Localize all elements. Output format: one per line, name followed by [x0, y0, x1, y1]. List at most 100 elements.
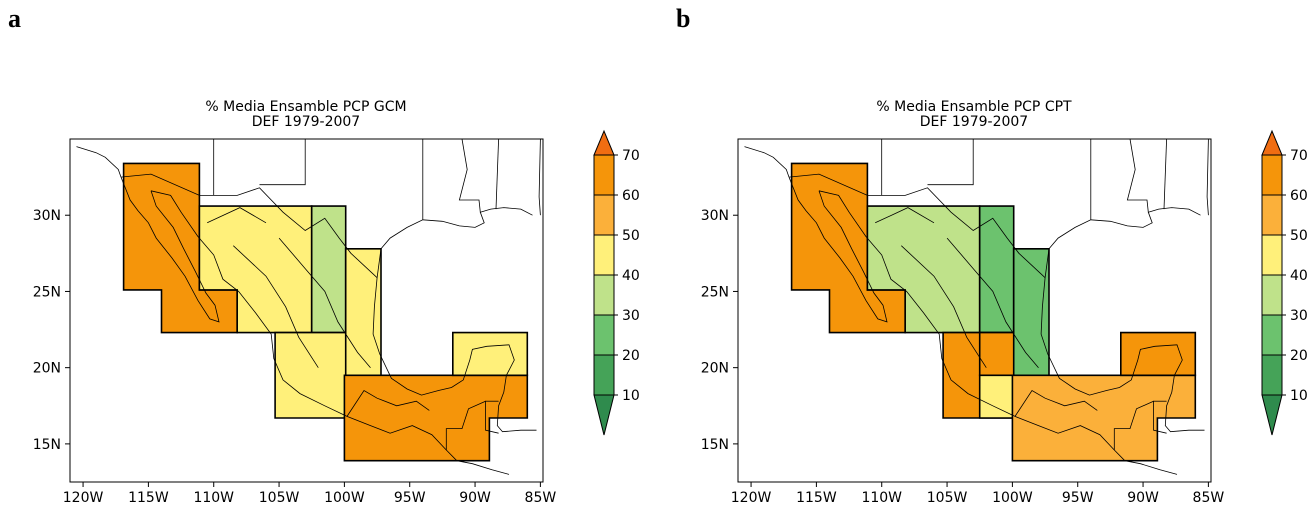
map-chart-b: % Media Ensamble PCP CPT DEF 1979-2007 1… [701, 99, 1308, 506]
coastline [927, 139, 974, 186]
map-chart-a: % Media Ensamble PCP GCM DEF 1979-2007 1… [33, 99, 640, 506]
coastline [946, 237, 1039, 368]
colorbar: 10 20 30 40 50 60 70 [593, 129, 640, 436]
colorbar-label: 40 [622, 268, 640, 284]
x-tick-label: 115W [128, 490, 169, 506]
x-tick-label: 110W [193, 490, 234, 506]
x-tick-label: 90W [459, 490, 491, 506]
region-cell [1119, 331, 1197, 377]
x-tick-label: 105W [259, 490, 300, 506]
axis-ticks: 120W 115W 110W 105W 100W 95W 90W 85W 15N 20N 25N 30… [701, 208, 1225, 506]
colorbar-max-triangle [1261, 129, 1283, 156]
chart-title-line1: % Media Ensamble PCP CPT [876, 99, 1072, 115]
chart-title-line2: DEF 1979-2007 [920, 114, 1028, 130]
colorbar-label: 10 [1290, 388, 1308, 404]
coastline [1163, 138, 1167, 210]
colorbar-label: 60 [1290, 188, 1308, 204]
coastline [1206, 138, 1209, 216]
x-tick-label: 95W [394, 490, 426, 506]
colorbar-max-triangle [593, 129, 615, 156]
coastline [233, 245, 319, 368]
colorbar-segment [593, 234, 615, 276]
colorbar-min-triangle [1261, 394, 1283, 436]
coastline [788, 176, 888, 323]
region-cell [344, 248, 382, 377]
coastline [76, 146, 122, 178]
y-tick-label: 20N [33, 361, 61, 377]
region-cell [274, 331, 347, 419]
coastline [1048, 207, 1201, 250]
colorbar-label: 70 [1290, 148, 1308, 164]
coastline [538, 138, 541, 216]
coastline [875, 207, 935, 224]
coastline [380, 207, 533, 250]
coastline [445, 400, 499, 450]
region-cell [451, 331, 529, 377]
x-tick-label: 95W [1062, 490, 1094, 506]
coastline [744, 146, 790, 178]
y-tick-label: 25N [701, 284, 729, 300]
colorbar-label: 10 [622, 388, 640, 404]
region-cell [978, 331, 1015, 377]
y-tick-label: 20N [701, 361, 729, 377]
colorbar-label: 30 [1290, 308, 1308, 324]
y-tick-label: 25N [33, 284, 61, 300]
coastline [458, 138, 481, 213]
colorbar-segment [593, 354, 615, 396]
coastline [901, 245, 987, 368]
colorbar-label: 60 [622, 188, 640, 204]
coastline-layer [744, 138, 1209, 475]
colorbar-segment [1261, 314, 1283, 356]
coastline [278, 237, 371, 368]
colorbar-label: 50 [1290, 228, 1308, 244]
map-frame [737, 138, 1212, 483]
y-tick-label: 30N [701, 208, 729, 224]
x-tick-label: 90W [1127, 490, 1159, 506]
region-layer [122, 162, 529, 462]
x-tick-label: 115W [796, 490, 837, 506]
colorbar-label: 70 [622, 148, 640, 164]
colorbar-segment [1261, 154, 1283, 196]
coastline [1126, 138, 1149, 213]
coastline [150, 190, 510, 475]
coastline [346, 389, 430, 417]
y-tick-label: 15N [701, 437, 729, 453]
coastline [120, 173, 378, 278]
region-layer [790, 162, 1197, 462]
panel-letter-a: a [8, 4, 21, 33]
chart-title-line1: % Media Ensamble PCP GCM [205, 99, 406, 115]
chart-title-line2: DEF 1979-2007 [252, 114, 360, 130]
coastline [259, 139, 306, 186]
axis-ticks: 120W 115W 110W 105W 100W 95W 90W 85W 15N 20N 25N 30… [33, 208, 557, 506]
colorbar-segment [593, 154, 615, 196]
colorbar-segment [1261, 274, 1283, 316]
map-frame [69, 138, 544, 483]
y-tick-label: 15N [33, 437, 61, 453]
colorbar-segment [1261, 194, 1283, 236]
colorbar-segment [593, 194, 615, 236]
region-cell [343, 374, 529, 462]
x-tick-label: 100W [992, 490, 1033, 506]
colorbar-label: 20 [1290, 348, 1308, 364]
colorbar-segment [1261, 234, 1283, 276]
x-tick-label: 100W [324, 490, 365, 506]
y-tick-label: 30N [33, 208, 61, 224]
x-tick-label: 110W [861, 490, 902, 506]
x-tick-label: 120W [63, 490, 104, 506]
panel-a: % Media Ensamble PCP GCM DEF 1979-2007 1… [0, 0, 656, 506]
colorbar-segment [593, 274, 615, 316]
coastline [1040, 248, 1205, 433]
coastline-layer [76, 138, 541, 475]
colorbar-segment [593, 314, 615, 356]
colorbar-label: 30 [622, 308, 640, 324]
x-tick-label: 85W [525, 490, 557, 506]
colorbar-label: 40 [1290, 268, 1308, 284]
coastline [818, 190, 1178, 475]
panel-b: % Media Ensamble PCP CPT DEF 1979-2007 1… [668, 0, 1312, 506]
coastline [372, 248, 537, 433]
colorbar-min-triangle [593, 394, 615, 436]
x-tick-label: 85W [1193, 490, 1225, 506]
x-tick-label: 120W [731, 490, 772, 506]
region-cell [310, 205, 347, 334]
colorbar-label: 50 [622, 228, 640, 244]
